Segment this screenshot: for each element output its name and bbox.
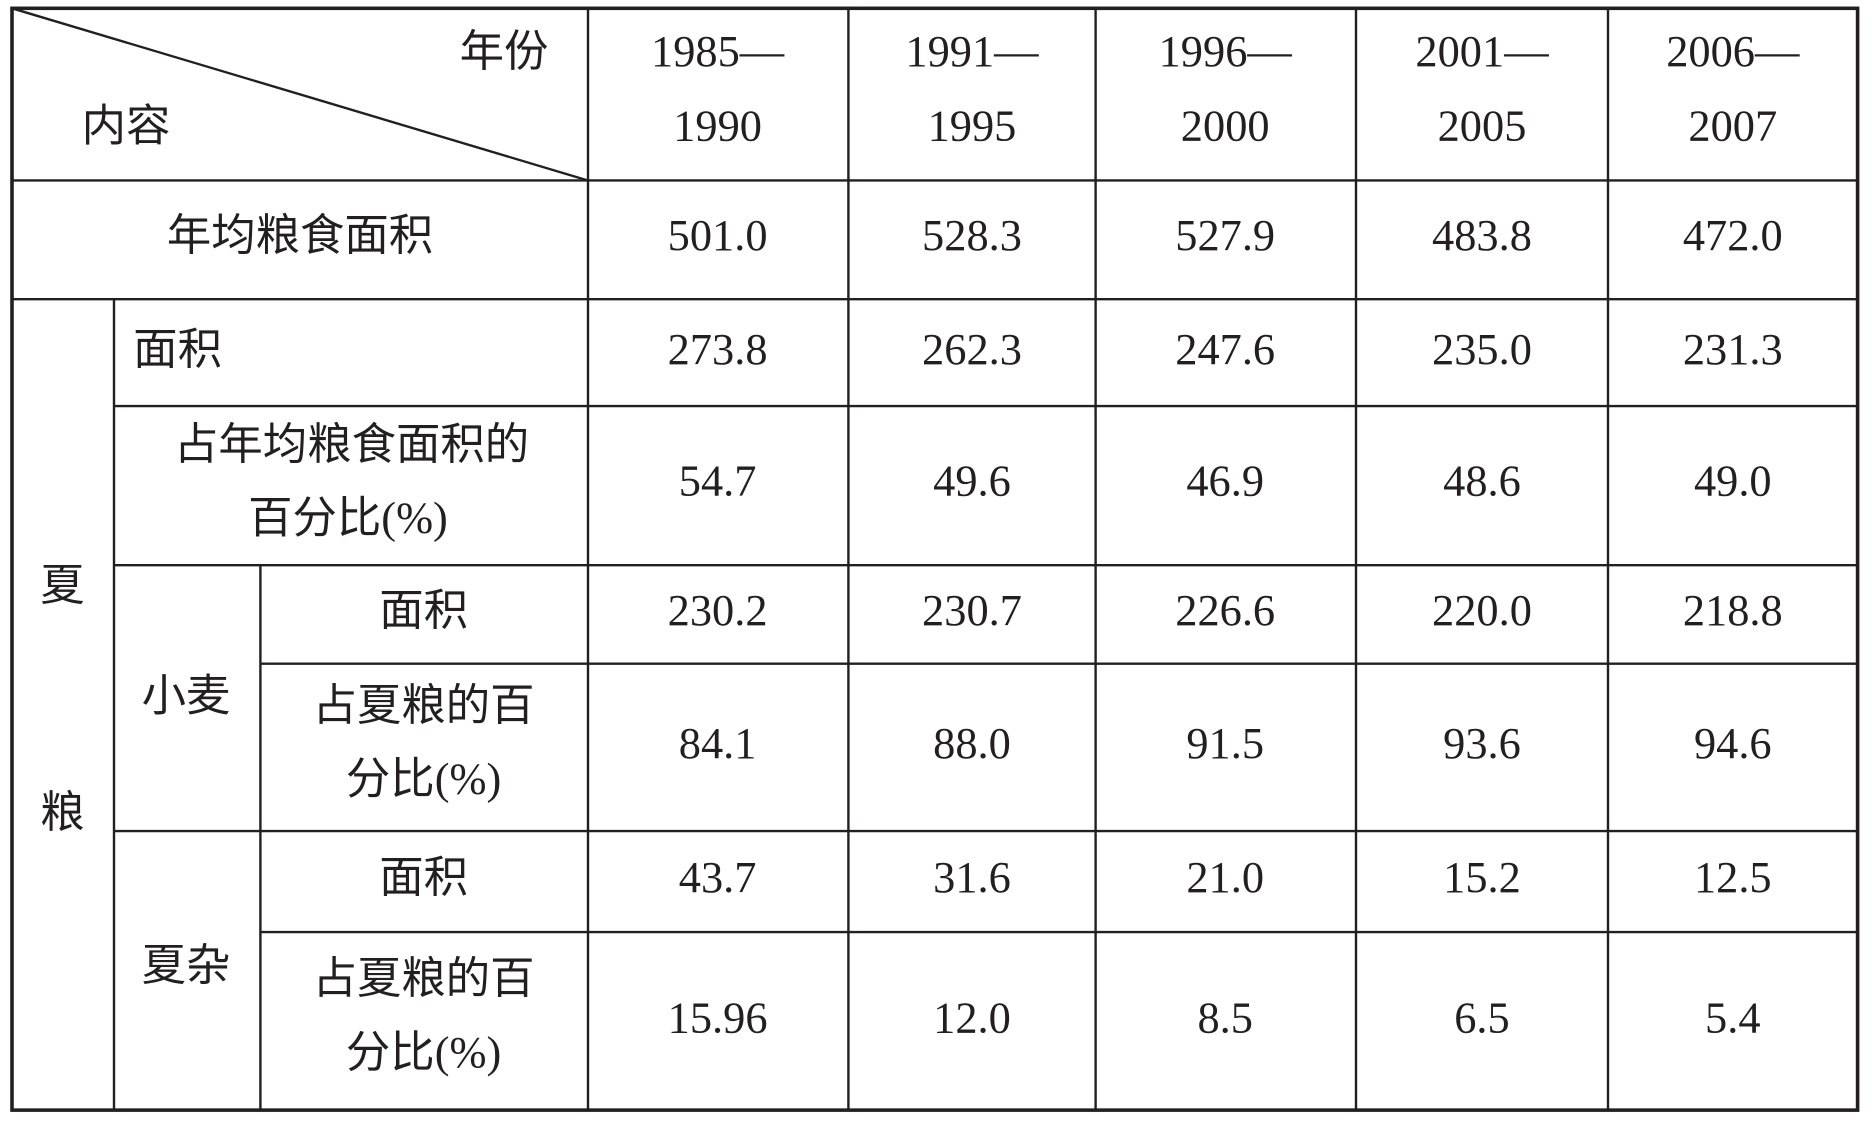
table-border [10,6,1860,1112]
cell-value: 93.6 [1443,719,1521,768]
row-label: 面积 [379,586,468,635]
cell-value: 273.8 [668,325,768,374]
group-label: 夏 [40,561,84,610]
column-header: 1995 [928,102,1017,151]
row-label: 面积 [379,853,468,902]
corner-bottom: 内容 [82,102,171,151]
cell-value: 91.5 [1186,719,1264,768]
row-label: 占夏粮的百 [313,681,535,730]
cell-value: 12.0 [933,994,1011,1043]
cell-value: 527.9 [1175,211,1275,260]
cell-value: 46.9 [1186,457,1264,506]
cell-value: 226.6 [1175,586,1275,635]
column-header: 1991— [905,27,1039,76]
cell-value: 43.7 [679,853,757,902]
cell-value: 230.7 [922,586,1022,635]
cell-value: 15.2 [1443,853,1521,902]
row-label: 百分比(%) [248,494,448,543]
cell-value: 54.7 [679,457,757,506]
cell-value: 483.8 [1432,211,1532,260]
cell-value: 262.3 [922,325,1022,374]
cell-value: 235.0 [1432,325,1532,374]
cell-value: 48.6 [1443,457,1521,506]
column-header: 2006— [1666,27,1800,76]
subgroup-label: 小麦 [142,672,231,721]
cell-value: 12.5 [1694,853,1772,902]
column-header: 2000 [1181,102,1270,151]
cell-value: 84.1 [679,719,757,768]
cell-value: 472.0 [1683,211,1783,260]
column-header: 1990 [673,102,762,151]
row-label: 年均粮食面积 [167,211,433,260]
cell-value: 220.0 [1432,586,1532,635]
column-header: 2007 [1688,102,1777,151]
subgroup-label: 夏杂 [142,941,231,990]
column-header: 2005 [1438,102,1527,151]
row-label: 分比(%) [346,1028,501,1077]
cell-value: 6.5 [1454,994,1509,1043]
group-label: 粮 [40,788,84,837]
column-header: 1985— [651,27,785,76]
column-header: 2001— [1415,27,1549,76]
row-label: 分比(%) [346,755,501,804]
cell-value: 230.2 [668,586,768,635]
cell-value: 231.3 [1683,325,1783,374]
cell-value: 15.96 [668,994,768,1043]
cell-value: 94.6 [1694,719,1772,768]
cell-value: 8.5 [1197,994,1252,1043]
cell-value: 501.0 [668,211,768,260]
cell-value: 49.0 [1694,457,1772,506]
row-label: 占年均粮食面积的 [174,420,529,469]
column-header: 1996— [1159,27,1293,76]
cell-value: 5.4 [1705,994,1760,1043]
row-label: 面积 [133,325,222,374]
cell-value: 247.6 [1175,325,1275,374]
cell-value: 528.3 [922,211,1022,260]
diagonal-line [11,7,589,182]
cell-value: 88.0 [933,719,1011,768]
cell-value: 49.6 [933,457,1011,506]
cell-value: 31.6 [933,853,1011,902]
row-label: 占夏粮的百 [313,954,535,1003]
corner-top: 年份 [460,27,549,76]
cell-value: 21.0 [1186,853,1264,902]
cell-value: 218.8 [1683,586,1783,635]
